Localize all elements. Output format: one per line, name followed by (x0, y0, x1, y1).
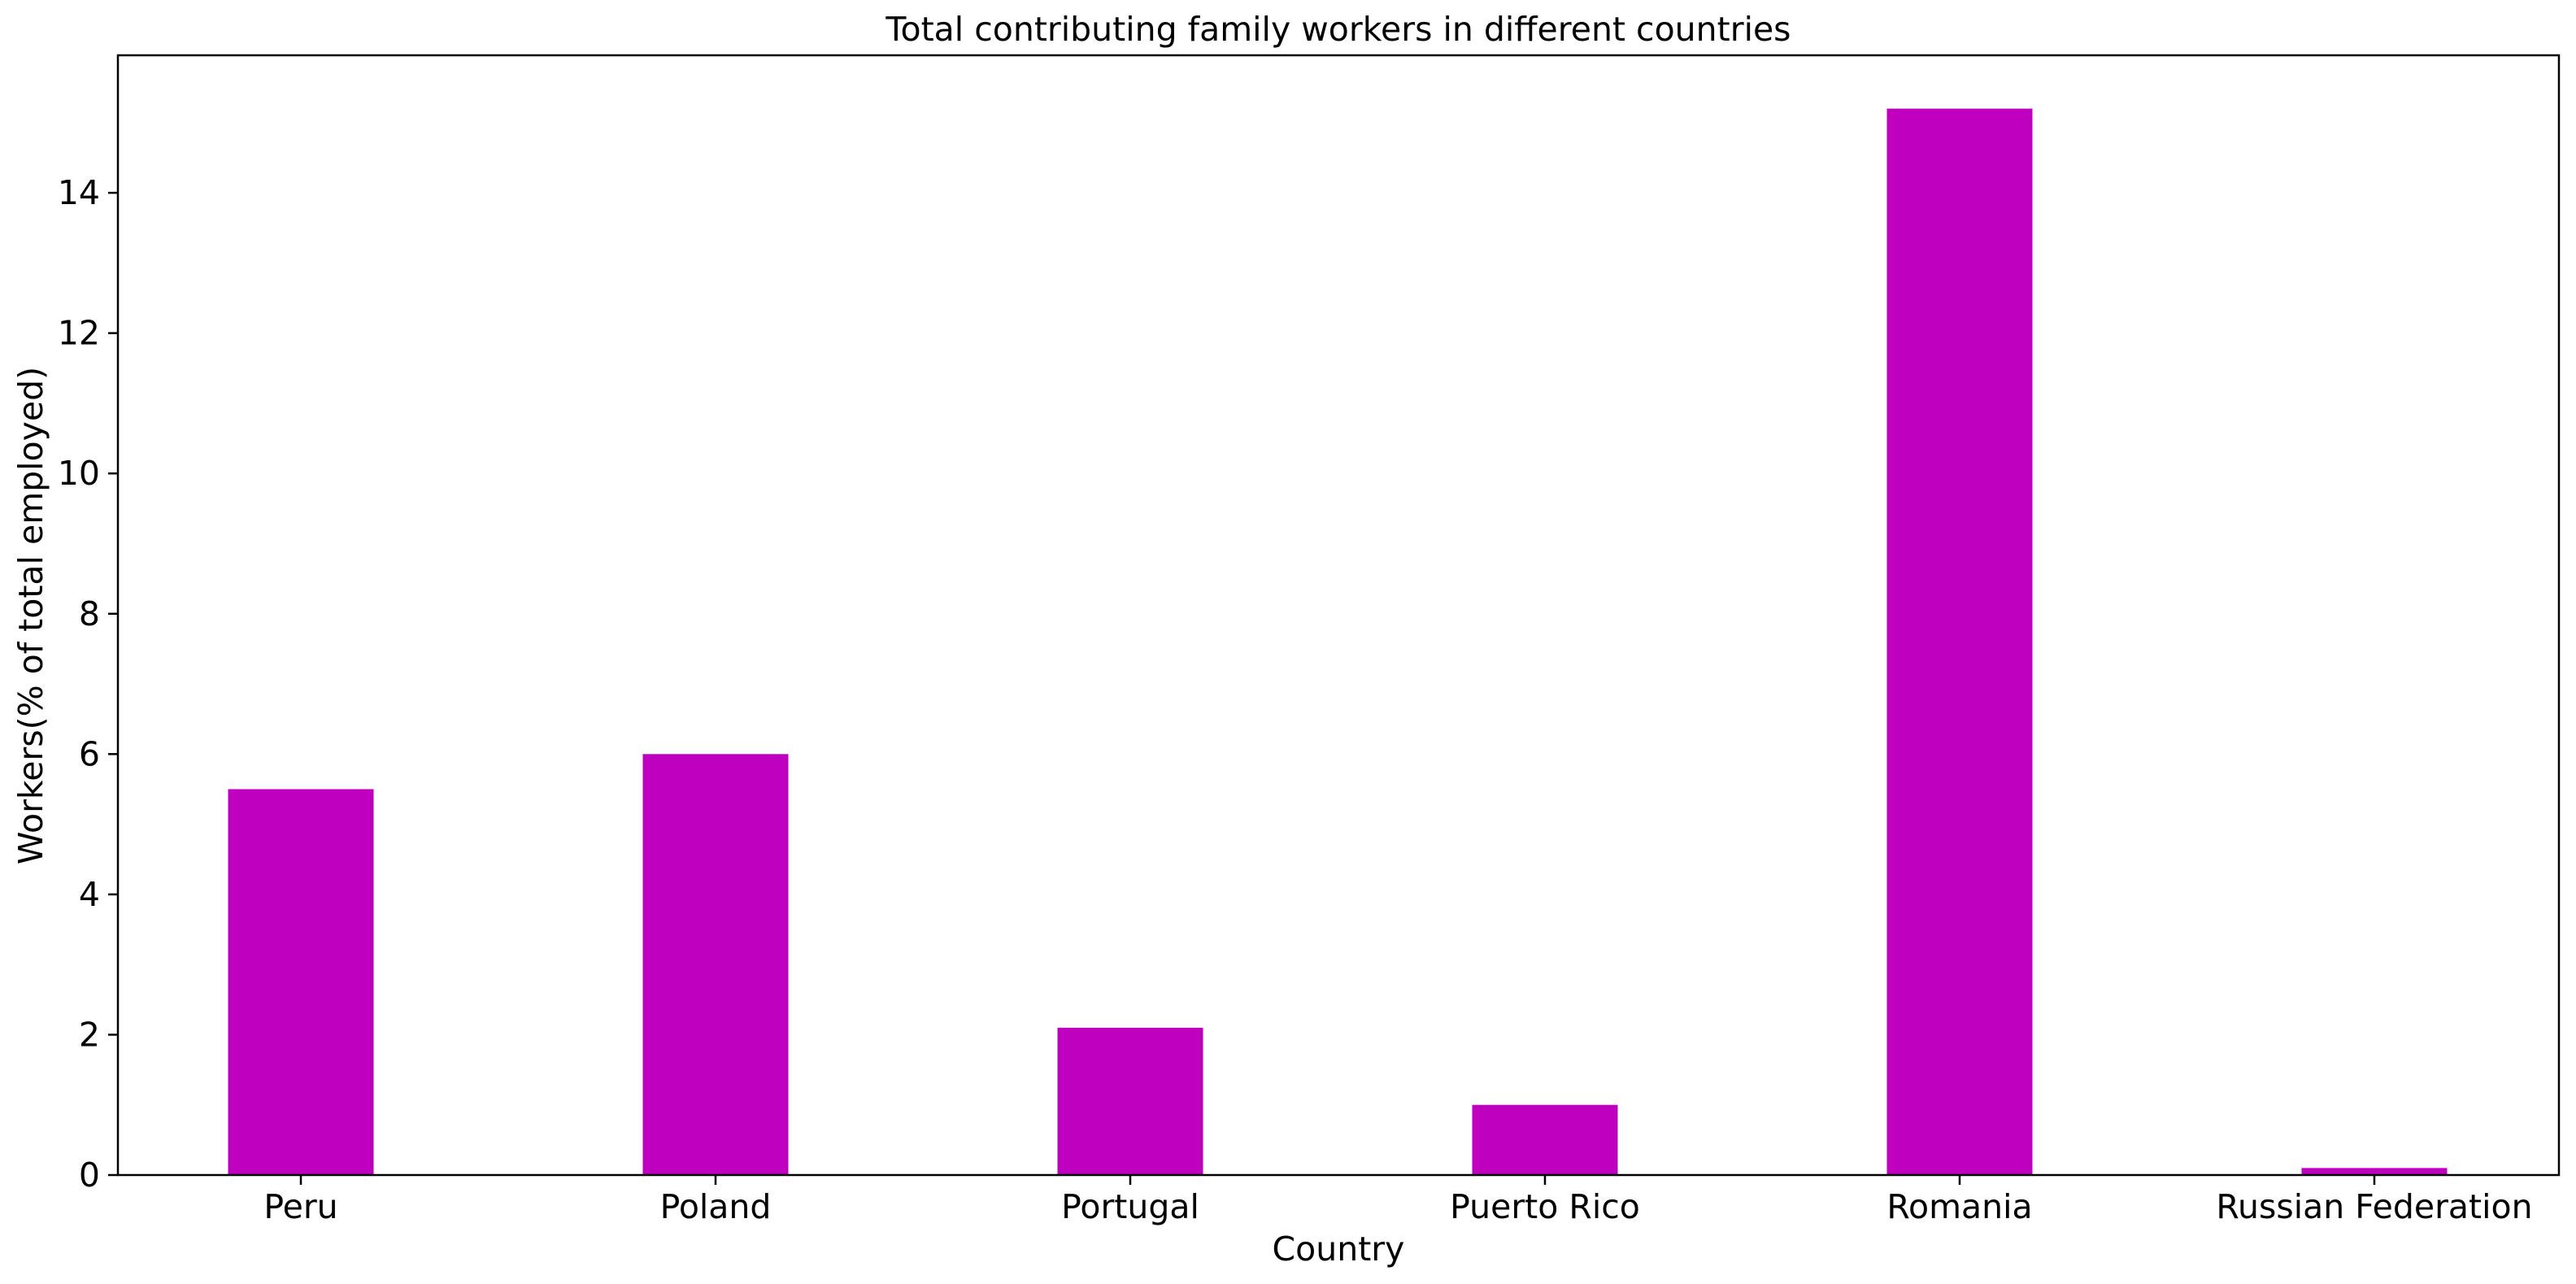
x-tick-label: Romania (1886, 1187, 2032, 1226)
x-tick-label: Peru (263, 1187, 337, 1226)
x-tick-label: Portugal (1061, 1187, 1199, 1226)
x-axis-label: Country (1273, 1230, 1405, 1269)
plot-frame (116, 54, 2561, 1177)
x-tick-label: Poland (660, 1187, 772, 1226)
y-tick-label: 10 (58, 454, 100, 493)
bar-poland (642, 754, 789, 1175)
y-tick-label: 14 (58, 173, 100, 212)
bar-romania (1886, 108, 2033, 1176)
bar-russian-federation (2301, 1168, 2448, 1175)
bars-group (228, 108, 2448, 1176)
x-axis-ticks: Peru Poland Portugal Puerto Rico Romania Russ… (263, 1175, 2533, 1226)
chart-title: Total contributing family workers in dif… (885, 10, 1791, 49)
x-tick-label: Russian Federation (2216, 1187, 2532, 1226)
y-tick-label: 8 (79, 594, 100, 633)
y-axis-ticks: 0 2 4 6 8 10 12 14 (58, 173, 118, 1195)
y-tick-label: 0 (79, 1156, 100, 1195)
y-tick-label: 2 (79, 1015, 100, 1054)
bar-puerto-rico (1472, 1104, 1618, 1175)
bar-peru (228, 789, 374, 1175)
y-axis-label: Workers(% of total employed) (11, 367, 50, 864)
y-tick-label: 6 (79, 734, 100, 773)
bar-portugal (1057, 1027, 1203, 1175)
y-tick-label: 4 (79, 875, 100, 914)
x-tick-label: Puerto Rico (1450, 1187, 1640, 1226)
y-tick-label: 12 (58, 314, 100, 353)
